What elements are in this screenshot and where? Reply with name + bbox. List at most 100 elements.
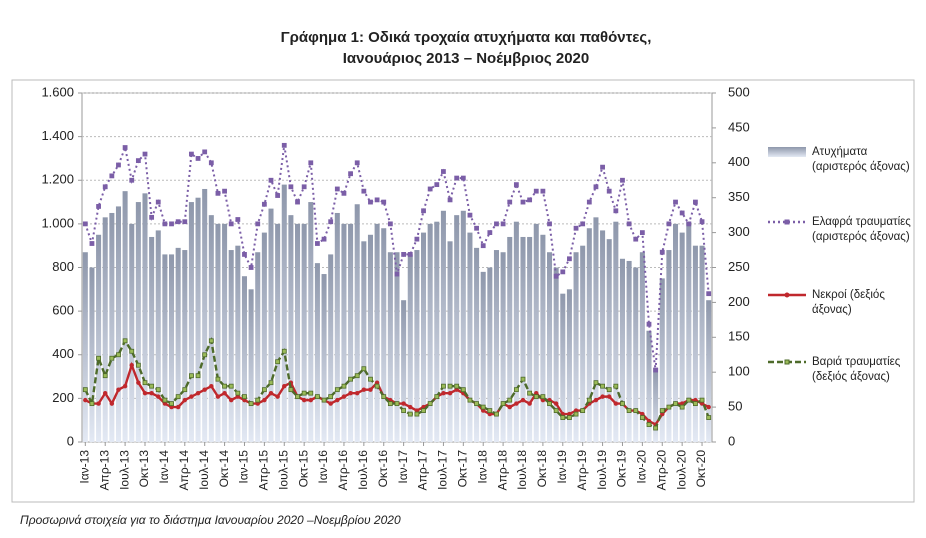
- point: [408, 404, 413, 410]
- x-tick-label: Απρ-20: [654, 450, 668, 491]
- point: [374, 197, 380, 203]
- bar: [261, 232, 267, 442]
- point: [328, 219, 334, 225]
- x-tick-label: Οκτ-13: [137, 450, 151, 488]
- point: [195, 373, 201, 379]
- point: [354, 160, 360, 166]
- point: [441, 390, 446, 396]
- point: [487, 408, 493, 413]
- point: [447, 383, 453, 389]
- x-tick-label: Απρ-14: [177, 450, 191, 491]
- bar: [295, 223, 301, 442]
- point: [507, 397, 513, 403]
- point: [261, 201, 267, 207]
- point: [102, 373, 108, 379]
- point: [282, 383, 287, 389]
- point: [679, 210, 685, 216]
- point: [308, 390, 314, 396]
- point: [361, 188, 367, 194]
- point: [96, 355, 101, 361]
- point: [520, 199, 526, 205]
- bar: [507, 236, 513, 442]
- point: [600, 394, 605, 399]
- point: [467, 212, 473, 218]
- point: [513, 387, 519, 393]
- bar: [241, 276, 247, 442]
- point: [189, 373, 194, 379]
- bar: [195, 197, 201, 442]
- point: [441, 383, 446, 389]
- point: [261, 387, 267, 393]
- bar: [374, 223, 380, 442]
- bar: [573, 252, 579, 442]
- bar: [96, 234, 102, 442]
- bar: [208, 215, 214, 442]
- y-tick-label: 0: [67, 433, 74, 448]
- bar: [401, 300, 407, 442]
- bar: [82, 252, 88, 442]
- bar: [447, 241, 453, 442]
- bar: [222, 223, 228, 442]
- point: [613, 208, 619, 214]
- point: [328, 401, 333, 406]
- point: [414, 411, 420, 417]
- point: [334, 387, 340, 393]
- point: [96, 401, 101, 406]
- point: [368, 387, 373, 392]
- point: [500, 221, 506, 227]
- point: [620, 177, 625, 183]
- legend-marker: [784, 219, 790, 225]
- point: [142, 151, 148, 157]
- point: [295, 394, 300, 400]
- point: [155, 387, 161, 393]
- bar: [666, 250, 672, 442]
- x-tick-label: Απρ-16: [336, 450, 350, 491]
- bar: [89, 267, 95, 442]
- bar: [474, 247, 480, 442]
- bar: [308, 202, 314, 442]
- bar: [188, 202, 194, 442]
- bar: [427, 223, 433, 442]
- bar: [334, 212, 340, 442]
- point: [116, 162, 121, 168]
- point: [248, 265, 254, 270]
- point: [255, 221, 261, 227]
- y-tick-label: 1.000: [41, 215, 74, 230]
- bar: [281, 184, 287, 443]
- point: [169, 221, 174, 227]
- bar: [202, 188, 208, 442]
- bar: [553, 267, 559, 442]
- point: [355, 390, 360, 396]
- point: [520, 376, 526, 382]
- y-tick-label: 400: [52, 346, 74, 361]
- bar: [122, 191, 128, 442]
- point: [109, 401, 115, 406]
- bar: [348, 223, 354, 442]
- bar: [619, 258, 625, 442]
- point: [387, 221, 393, 227]
- x-tick-label: Οκτ-20: [694, 450, 708, 488]
- bar: [706, 300, 712, 442]
- point: [394, 271, 400, 277]
- point: [421, 408, 426, 413]
- x-tick-label: Οκτ-16: [376, 450, 390, 488]
- bar: [659, 278, 665, 442]
- bar: [169, 254, 175, 442]
- point: [175, 394, 181, 400]
- point: [135, 158, 141, 164]
- bar: [566, 289, 572, 442]
- x-tick-label: Οκτ-17: [455, 450, 469, 488]
- bar: [407, 254, 413, 442]
- point: [533, 188, 539, 194]
- legend-marker: [784, 292, 790, 298]
- y2-tick-label: 400: [728, 154, 750, 169]
- point: [202, 352, 208, 358]
- bar: [600, 230, 606, 442]
- x-tick-label: Απρ-15: [257, 450, 271, 491]
- bar: [527, 236, 533, 442]
- point: [567, 415, 572, 420]
- point: [394, 401, 400, 407]
- y2-tick-label: 150: [728, 329, 750, 344]
